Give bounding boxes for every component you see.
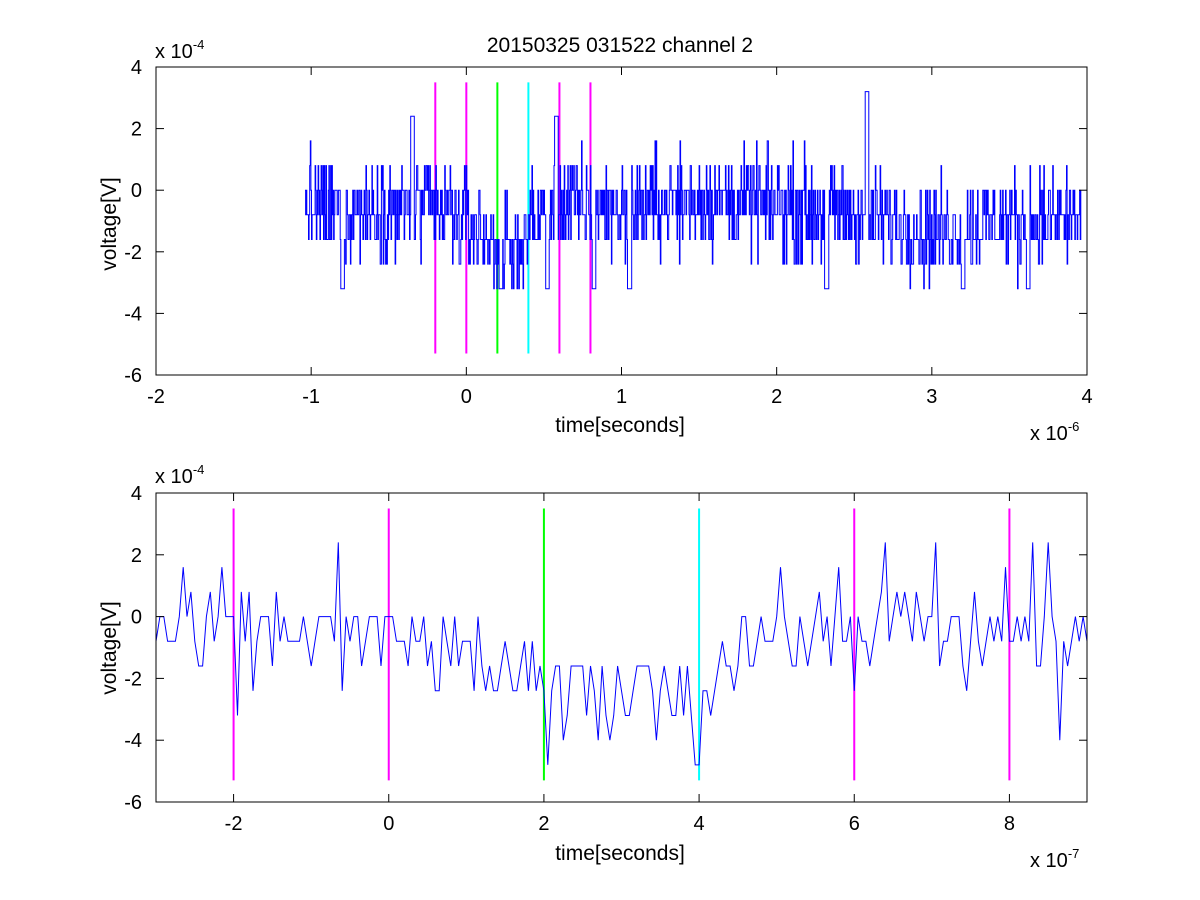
- top-x-ticks: -2 -1 0 1 2 3 4: [147, 67, 1093, 408]
- bottom-axes-frame: [155, 492, 1088, 803]
- figure-title: 20150325 031522 channel 2: [487, 34, 753, 57]
- top-x-tick-label: -1: [302, 386, 320, 408]
- top-y-exponent-power: -4: [193, 37, 205, 52]
- bottom-x-tick-label: 8: [1004, 813, 1015, 835]
- top-markers: [434, 82, 592, 354]
- top-x-exponent: x 10-6: [1030, 419, 1079, 445]
- top-signal-line: [305, 91, 1082, 290]
- bottom-y-tick-label: 4: [131, 483, 142, 505]
- bottom-y-exponent-power: -4: [193, 462, 205, 477]
- top-x-axis-label: time[seconds]: [555, 414, 685, 437]
- bottom-x-tick-label: 6: [849, 813, 860, 835]
- top-x-tick-label: 1: [616, 386, 627, 408]
- top-y-ticks: -6 -4 -2 0 2 4: [124, 57, 1087, 387]
- top-x-tick-label: 4: [1081, 386, 1092, 408]
- top-y-tick-label: -2: [124, 242, 142, 264]
- bottom-y-tick-label: 2: [131, 545, 142, 567]
- top-subplot: -2 -1 0 1 2 3 4 -6 -4 -2 0 2 4 time[seconds] voltag…: [98, 37, 1093, 445]
- top-y-tick-label: -6: [124, 365, 142, 387]
- bottom-signal-line: [155, 542, 1088, 766]
- top-x-tick-label: 0: [461, 386, 472, 408]
- top-y-tick-label: 4: [131, 57, 142, 79]
- top-x-tick-label: -2: [147, 386, 165, 408]
- bottom-markers: [232, 508, 1011, 781]
- bottom-x-exponent-base: x 10: [1030, 850, 1068, 872]
- bottom-y-tick-label: -4: [124, 730, 142, 752]
- bottom-x-tick-label: -2: [225, 813, 243, 835]
- top-x-exponent-base: x 10: [1030, 423, 1068, 445]
- top-y-tick-label: 0: [131, 180, 142, 202]
- bottom-x-tick-label: 4: [694, 813, 705, 835]
- bottom-y-exponent: x 10-4: [155, 462, 204, 488]
- top-y-tick-label: 2: [131, 119, 142, 141]
- top-y-axis-label: voltage[V]: [98, 177, 121, 270]
- bottom-subplot: -2 0 2 4 6 8 -6 -4 -2 0 2 4 time[seconds] voltage[…: [98, 462, 1088, 872]
- bottom-x-exponent-power: -7: [1068, 846, 1080, 861]
- bottom-y-ticks: -6 -4 -2 0 2 4: [124, 483, 1087, 814]
- top-y-exponent-base: x 10: [155, 41, 193, 63]
- bottom-y-tick-label: 0: [131, 607, 142, 629]
- bottom-y-tick-label: -2: [124, 668, 142, 690]
- bottom-x-exponent: x 10-7: [1030, 846, 1079, 872]
- top-y-exponent: x 10-4: [155, 37, 204, 63]
- bottom-y-exponent-base: x 10: [155, 466, 193, 488]
- bottom-x-tick-label: 2: [538, 813, 549, 835]
- top-x-exponent-power: -6: [1068, 419, 1080, 434]
- bottom-x-tick-label: 0: [383, 813, 394, 835]
- bottom-x-axis-label: time[seconds]: [555, 842, 685, 865]
- top-x-tick-label: 3: [926, 386, 937, 408]
- top-x-tick-label: 2: [771, 386, 782, 408]
- bottom-x-ticks: -2 0 2 4 6 8: [225, 493, 1015, 835]
- top-y-tick-label: -4: [124, 303, 142, 325]
- bottom-y-axis-label: voltage[V]: [98, 601, 121, 694]
- bottom-y-tick-label: -6: [124, 792, 142, 814]
- top-axes-frame: [155, 66, 1088, 376]
